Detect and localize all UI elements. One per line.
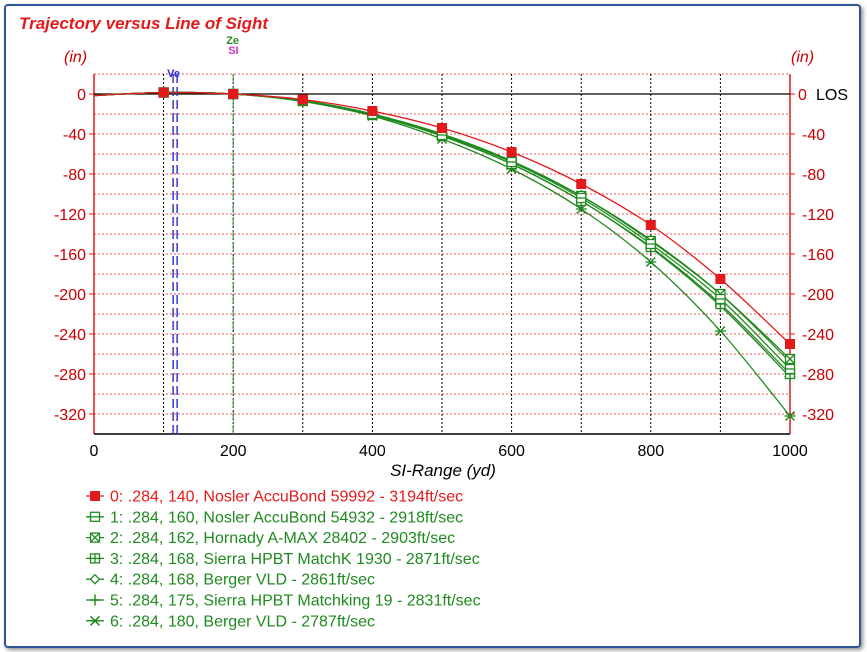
chart-frame: Trajectory versus Line of Sight (in) (in… (4, 4, 861, 648)
legend-item-2: 2: .284, 162, Hornady A-MAX 28402 - 2903… (86, 530, 455, 547)
data-point (158, 87, 169, 98)
legend-item-4: 4: .284, 168, Berger VLD - 2861ft/sec (86, 572, 375, 589)
si-marker-label: SI (228, 45, 238, 57)
y-tick-label-left: -280 (54, 367, 86, 384)
y-unit-left: (in) (64, 49, 87, 66)
y-tick-label-left: -320 (54, 407, 86, 424)
y-tick-label-right: -320 (802, 407, 834, 424)
x-tick-label: 1000 (772, 443, 808, 460)
legend: 0: .284, 140, Nosler AccuBond 59992 - 31… (86, 489, 481, 630)
series-layer (93, 87, 796, 422)
y-tick-label-left: -240 (54, 327, 86, 344)
trajectory-chart: Trajectory versus Line of Sight (in) (in… (19, 14, 848, 630)
legend-item-6: 6: .284, 180, Berger VLD - 2787ft/sec (86, 613, 375, 630)
legend-item-1: 1: .284, 160, Nosler AccuBond 54932 - 29… (86, 509, 463, 526)
data-point (437, 123, 447, 133)
y-tick-label-right: -40 (802, 127, 825, 144)
data-point (367, 106, 378, 116)
legend-marker (90, 532, 100, 543)
chart-title: Trajectory versus Line of Sight (19, 14, 269, 33)
legend-item-5: 5: .284, 175, Sierra HPBT Matchking 19 -… (86, 593, 481, 610)
y-tick-label-right: -80 (802, 167, 825, 184)
y-tick-label-left: -200 (54, 287, 86, 304)
legend-label: 1: .284, 160, Nosler AccuBond 54932 - 29… (110, 509, 463, 526)
x-axis-label: SI-Range (yd) (390, 461, 496, 480)
y-tick-label-right: -160 (802, 247, 834, 264)
data-point (297, 94, 308, 105)
data-point (576, 179, 587, 189)
legend-label: 3: .284, 168, Sierra HPBT MatchK 1930 - … (110, 551, 480, 568)
data-point (715, 274, 726, 284)
series-0 (93, 87, 795, 349)
y-tick-label-right: -280 (802, 367, 834, 384)
legend-label: 5: .284, 175, Sierra HPBT Matchking 19 -… (110, 593, 481, 610)
y-tick-label-right: 0 (798, 87, 807, 104)
y-tick-label-left: -160 (54, 247, 86, 264)
x-tick-label: 0 (90, 443, 99, 460)
y-tick-label-left: -80 (63, 167, 86, 184)
los-label: LOS (816, 87, 848, 104)
data-point (506, 147, 517, 157)
legend-marker (90, 491, 100, 501)
y-tick-label-left: 0 (77, 87, 86, 104)
legend-item-3: 3: .284, 168, Sierra HPBT MatchK 1930 - … (86, 551, 480, 568)
legend-item-0: 0: .284, 140, Nosler AccuBond 59992 - 31… (86, 489, 463, 506)
ze-marker-label: Ze (226, 35, 239, 47)
x-tick-label: 800 (637, 443, 664, 460)
y-tick-label-right: -200 (802, 287, 834, 304)
data-point (785, 339, 795, 349)
x-tick-label: 200 (220, 443, 247, 460)
legend-marker (89, 573, 101, 585)
legend-label: 0: .284, 140, Nosler AccuBond 59992 - 31… (110, 489, 463, 506)
x-tick-label: 400 (359, 443, 386, 460)
legend-label: 2: .284, 162, Hornady A-MAX 28402 - 2903… (110, 530, 455, 547)
data-point (645, 220, 656, 230)
legend-label: 4: .284, 168, Berger VLD - 2861ft/sec (110, 572, 375, 589)
y-tick-label-right: -240 (802, 327, 834, 344)
y-tick-label-left: -40 (63, 127, 86, 144)
y-tick-label-left: -120 (54, 207, 86, 224)
y-tick-label-right: -120 (802, 207, 834, 224)
legend-label: 6: .284, 180, Berger VLD - 2787ft/sec (110, 613, 375, 630)
data-point (785, 354, 795, 364)
ve-marker-label: Ve (167, 68, 180, 80)
x-tick-label: 600 (498, 443, 525, 460)
data-point (228, 89, 239, 99)
y-unit-right: (in) (791, 49, 814, 66)
